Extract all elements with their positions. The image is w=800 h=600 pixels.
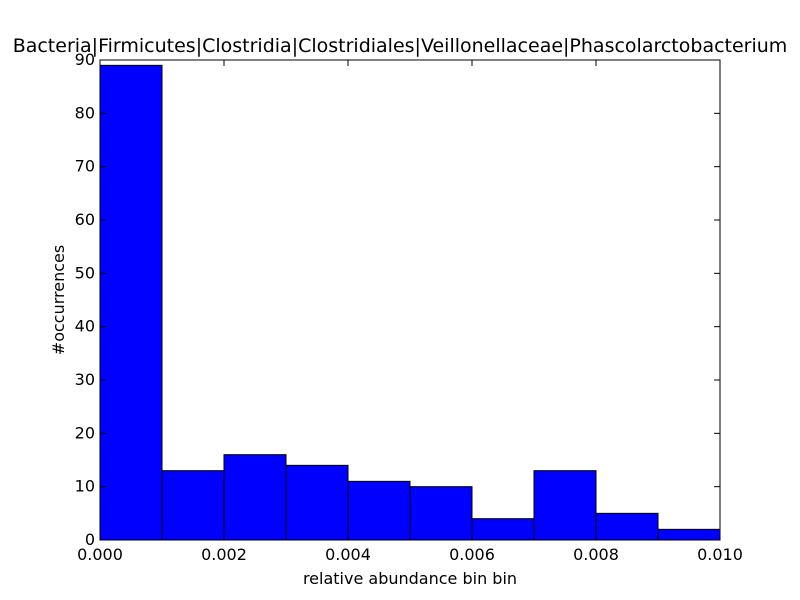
y-tick-label-8: 80 <box>75 103 95 122</box>
histogram-bar-3 <box>223 454 287 541</box>
bars-group <box>99 64 721 541</box>
y-tick-label-6: 60 <box>75 210 95 229</box>
y-tick-label-2: 20 <box>75 423 95 442</box>
x-tick-label-4: 0.008 <box>573 545 619 564</box>
histogram-bar-2 <box>161 470 225 541</box>
y-tick-label-9: 90 <box>75 50 95 69</box>
histogram-bar-4 <box>285 464 349 541</box>
y-tick-label-3: 30 <box>75 370 95 389</box>
x-tick-label-0: 0.000 <box>77 545 123 564</box>
histogram-bar-8 <box>533 470 597 541</box>
plot-frame <box>99 59 721 541</box>
x-tick-label-2: 0.004 <box>325 545 371 564</box>
y-tick-label-4: 40 <box>75 317 95 336</box>
x-axis-label: relative abundance bin bin <box>303 569 517 588</box>
histogram-bar-10 <box>657 528 721 541</box>
histogram-bar-7 <box>471 518 535 541</box>
histogram-bar-6 <box>409 486 473 541</box>
y-tick-label-0: 0 <box>85 530 95 549</box>
y-axis-label: #occurrences <box>49 245 68 355</box>
histogram-bar-9 <box>595 512 659 541</box>
chart-title: Bacteria|Firmicutes|Clostridia|Clostridi… <box>13 35 788 57</box>
x-tick-label-3: 0.006 <box>449 545 495 564</box>
histogram-bar-1 <box>99 64 163 541</box>
x-tick-label-5: 0.010 <box>697 545 743 564</box>
y-tick-label-1: 10 <box>75 477 95 496</box>
x-tick-label-1: 0.002 <box>201 545 247 564</box>
y-tick-label-5: 50 <box>75 263 95 282</box>
ticks-group: 0.000 0.002 0.004 0.006 0.008 0.010 0 10 20 30 40 5… <box>75 50 743 564</box>
histogram-bar-5 <box>347 480 411 541</box>
y-tick-label-7: 70 <box>75 157 95 176</box>
